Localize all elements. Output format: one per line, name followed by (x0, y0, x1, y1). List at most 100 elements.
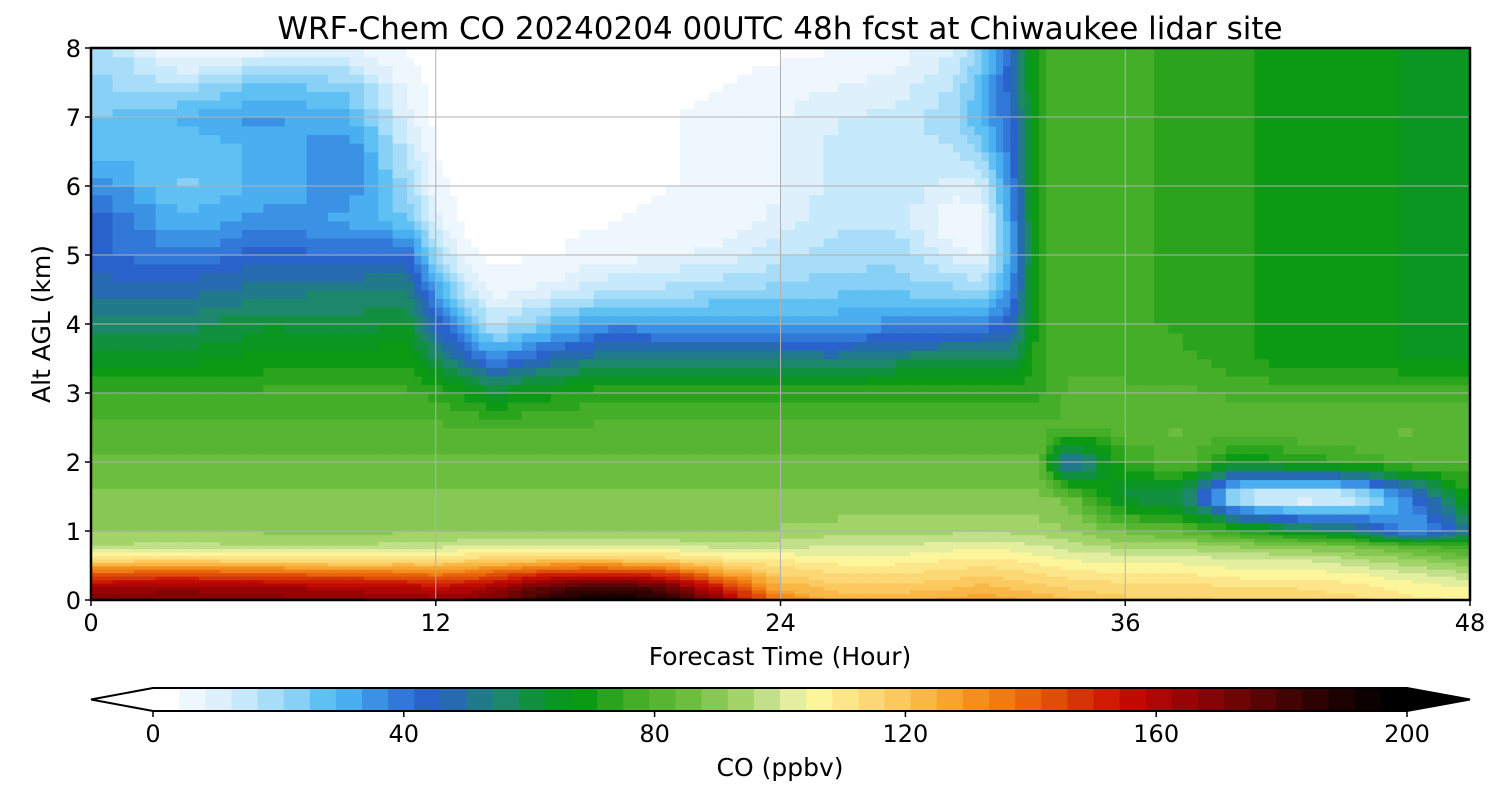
heatmap-cell (974, 134, 983, 144)
heatmap-cell (866, 125, 882, 136)
heatmap-cell (450, 505, 459, 515)
heatmap-cell (284, 589, 308, 594)
heatmap-cell (263, 99, 286, 110)
heatmap-cell (636, 73, 653, 84)
heatmap-cell (780, 401, 796, 412)
heatmap-cell (622, 568, 638, 574)
heatmap-cell (708, 349, 724, 360)
heatmap-cell (909, 534, 925, 539)
heatmap-cell (823, 551, 839, 556)
heatmap-cell (751, 306, 767, 317)
heatmap-cell (622, 56, 638, 67)
heatmap-cell (507, 134, 523, 144)
heatmap-cell (780, 108, 796, 118)
heatmap-cell (478, 462, 487, 472)
heatmap-cell (952, 151, 961, 161)
heatmap-cell (493, 367, 509, 377)
heatmap-cell (809, 462, 825, 472)
heatmap-cell (909, 48, 925, 58)
heatmap-cell (507, 298, 523, 308)
heatmap-cell (823, 487, 839, 498)
heatmap-cell (478, 596, 487, 600)
heatmap-cell (737, 418, 753, 429)
heatmap-cell (938, 505, 954, 515)
heatmap-cell (809, 142, 825, 153)
heatmap-cell (881, 263, 897, 274)
heatmap-cell (306, 117, 329, 127)
heatmap-cell (960, 555, 969, 560)
heatmap-cell (493, 562, 509, 567)
heatmap-cell (881, 332, 897, 343)
heatmap-cell (471, 384, 480, 394)
heatmap-cell (895, 73, 911, 84)
heatmap-cell (766, 555, 782, 560)
heatmap-cell (895, 48, 911, 58)
heatmap-cell (737, 358, 753, 368)
heatmap-cell (435, 255, 444, 265)
heatmap-cell (665, 246, 681, 256)
heatmap-cell (995, 541, 1004, 546)
heatmap-cell (407, 99, 415, 110)
heatmap-cell (435, 263, 444, 274)
heatmap-cell (737, 470, 753, 481)
heatmap-cell (414, 367, 423, 377)
heatmap-cell (328, 436, 351, 446)
heatmap-cell (407, 298, 415, 308)
heatmap-cell (995, 462, 1004, 472)
heatmap-cell (837, 142, 854, 153)
heatmap-cell (608, 194, 624, 205)
heatmap-cell (974, 427, 983, 437)
heatmap-cell (421, 65, 430, 75)
heatmap-cell (909, 565, 925, 570)
heatmap-cell (881, 453, 897, 463)
heatmap-cell (414, 48, 423, 58)
heatmap-cell (134, 589, 157, 594)
heatmap-cell (737, 596, 753, 600)
heatmap-cell (608, 418, 624, 429)
heatmap-cell (457, 568, 466, 574)
heatmap-cell (1003, 575, 1012, 581)
heatmap-cell (177, 220, 200, 230)
heatmap-cell (708, 470, 724, 481)
heatmap-cell (960, 558, 969, 563)
heatmap-cell (464, 272, 473, 282)
heatmap-cell (328, 160, 351, 170)
heatmap-cell (723, 151, 739, 161)
heatmap-cell (198, 220, 222, 230)
heatmap-cell (198, 513, 222, 524)
heatmap-cell (349, 315, 365, 325)
heatmap-cell (952, 108, 961, 118)
heatmap-cell (363, 410, 380, 420)
heatmap-cell (665, 534, 681, 539)
heatmap-cell (866, 582, 882, 587)
heatmap-cell (981, 575, 990, 581)
heatmap-cell (938, 544, 954, 550)
heatmap-cell (866, 596, 882, 600)
heatmap-cell (780, 534, 796, 539)
heatmap-cell (565, 315, 581, 325)
heatmap-cell (723, 582, 739, 587)
heatmap-cell (392, 534, 408, 539)
heatmap-cell (565, 453, 581, 463)
heatmap-cell (593, 91, 609, 101)
heatmap-cell (198, 168, 222, 179)
heatmap-cell (392, 99, 408, 110)
heatmap-cell (679, 349, 696, 360)
heatmap-cell (974, 125, 983, 136)
heatmap-cell (852, 568, 868, 574)
heatmap-cell (428, 160, 437, 170)
heatmap-cell (198, 82, 222, 92)
heatmap-cell (392, 194, 408, 205)
heatmap-cell (751, 99, 767, 110)
heatmap-cell (428, 444, 437, 455)
heatmap-cell (349, 555, 365, 560)
heatmap-cell (981, 522, 990, 532)
heatmap-cell (155, 496, 178, 506)
heatmap-cell (881, 513, 897, 524)
heatmap-cell (414, 229, 423, 239)
heatmap-cell (521, 558, 538, 563)
heatmap-cell (766, 596, 782, 600)
heatmap-cell (177, 211, 200, 222)
heatmap-cell (536, 582, 552, 587)
heatmap-cell (780, 349, 796, 360)
